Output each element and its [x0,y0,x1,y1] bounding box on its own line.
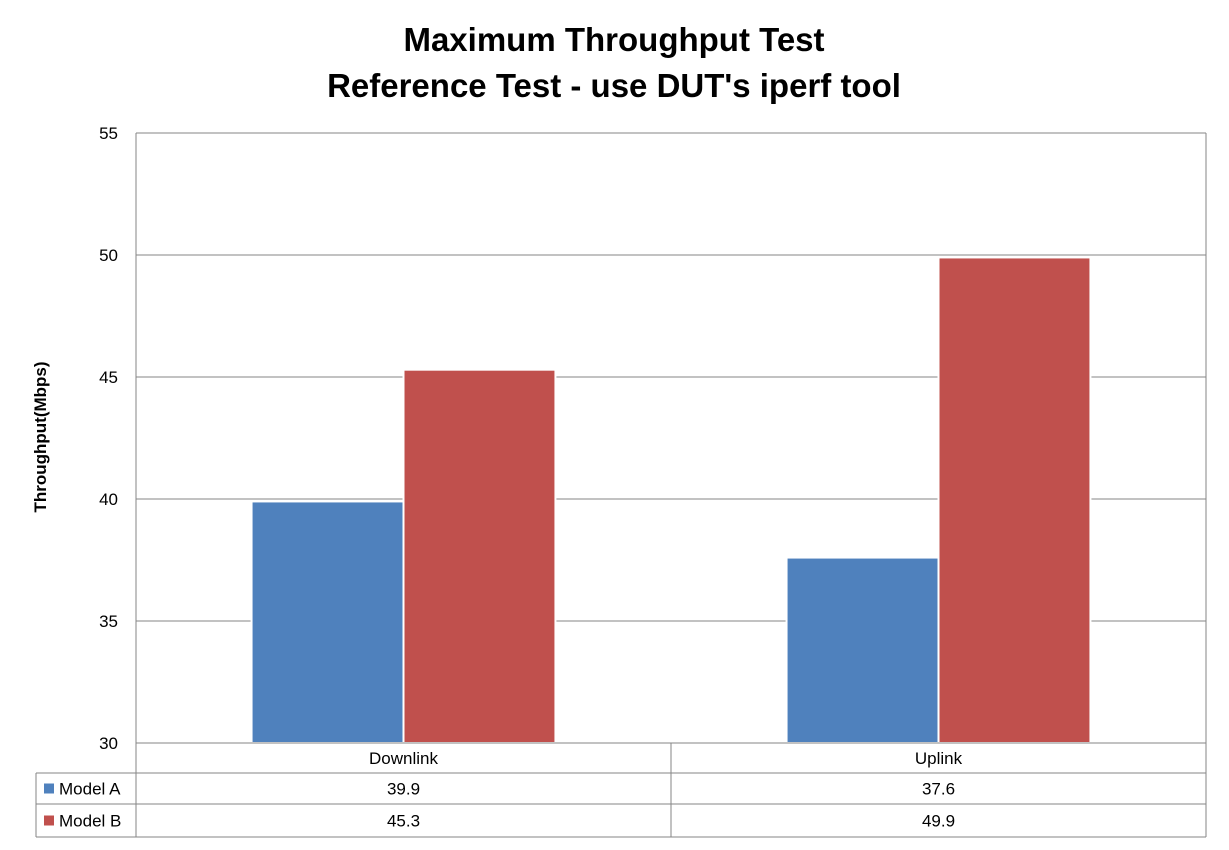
chart-title-line-1: Maximum Throughput Test [403,21,824,58]
chart-title-line-2: Reference Test - use DUT's iperf tool [327,67,901,104]
data-table: Downlink Uplink Model A 39.9 37.6 Model B 45.3… [35,742,1207,838]
data-label: 45.3 [387,812,420,831]
legend-swatch [44,783,54,794]
y-tick-label: 35 [99,612,118,631]
y-tick-labels: 30 35 40 45 50 55 [99,124,118,753]
bar [402,368,557,744]
bar [937,256,1092,744]
y-tick-label: 50 [99,246,118,265]
x-tick-label: Uplink [915,749,963,768]
legend-swatch [44,815,54,826]
bars [250,256,1092,744]
legend-label: Model B [59,812,121,831]
y-tick-label: 45 [99,368,118,387]
y-tick-label: 30 [99,734,118,753]
y-tick-label: 55 [99,124,118,143]
x-tick-label: Downlink [369,749,438,768]
gridlines [135,132,1207,743]
legend-label: Model A [59,780,121,799]
data-label: 37.6 [922,780,955,799]
data-label: 49.9 [922,812,955,831]
y-axis-label: Throughput(Mbps) [31,361,50,512]
bar [785,556,940,744]
data-label: 39.9 [387,780,420,799]
y-tick-label: 40 [99,490,118,509]
bar [250,500,405,744]
